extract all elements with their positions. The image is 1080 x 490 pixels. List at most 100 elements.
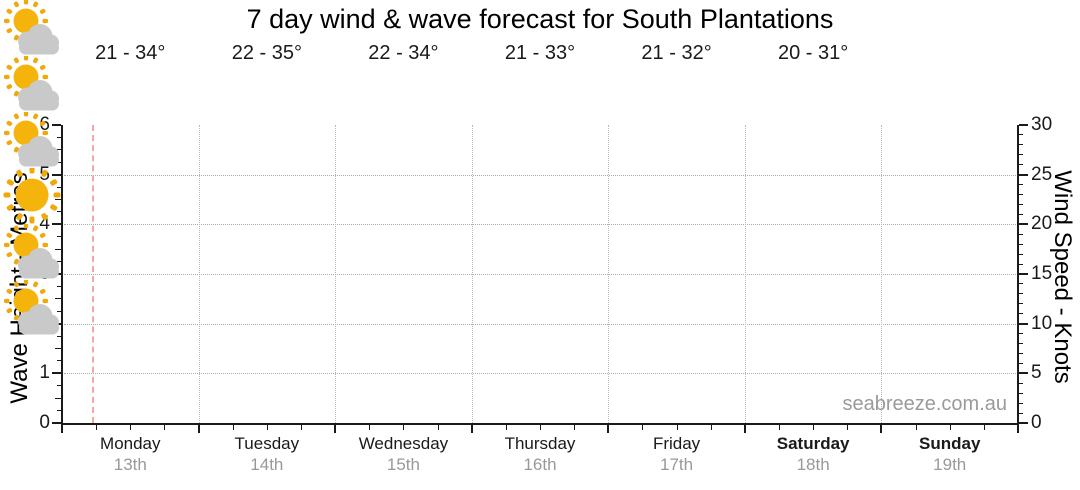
right-axis-tick	[1019, 213, 1023, 215]
sunny-icon	[3, 166, 61, 224]
gridline-horizontal	[64, 174, 1018, 176]
right-axis-tick	[1019, 422, 1028, 424]
right-axis-tick	[1019, 313, 1023, 315]
day-name-label: Thursday	[504, 434, 576, 453]
x-axis-minor-tick	[164, 425, 166, 430]
x-axis-minor-tick	[574, 425, 576, 430]
right-axis-tick-label: 30	[1031, 114, 1053, 135]
gridline-vertical	[335, 125, 337, 423]
x-axis-minor-tick	[642, 425, 644, 430]
x-axis-major-tick	[607, 425, 610, 433]
left-axis-tick	[57, 285, 61, 287]
left-axis-tick	[57, 211, 61, 213]
day-name-label: Wednesday	[358, 434, 449, 453]
day-name-label: Saturday	[776, 434, 850, 453]
gridline-vertical	[744, 125, 746, 423]
partly-cloudy-icon	[4, 55, 59, 111]
right-axis-tick	[1019, 173, 1028, 176]
weather-icon-slot	[0, 55, 64, 112]
x-axis-minor-tick	[847, 425, 849, 430]
left-axis-tick	[55, 199, 61, 200]
day-name-label: Tuesday	[234, 434, 300, 453]
right-axis-tick	[1019, 194, 1023, 196]
right-axis-tick	[1019, 203, 1023, 205]
x-axis-minor-tick	[676, 425, 678, 430]
right-axis-tick	[1019, 372, 1028, 375]
right-axis-tick	[1019, 293, 1023, 295]
x-axis-major-tick	[880, 425, 883, 433]
x-axis-minor-tick	[983, 425, 985, 430]
weather-icon-slot	[0, 166, 64, 224]
left-axis-tick	[52, 173, 61, 176]
right-axis-tick-label: 5	[1031, 362, 1042, 384]
x-axis-minor-tick	[949, 425, 951, 430]
left-axis-tick	[57, 360, 61, 362]
left-axis-tick	[52, 124, 61, 126]
right-axis-tick-label: 20	[1031, 213, 1053, 235]
partly-cloudy-icon	[4, 0, 59, 55]
left-axis-line	[61, 125, 63, 425]
right-axis-tick	[1019, 243, 1023, 245]
x-axis-major-tick	[470, 425, 473, 433]
gridline-vertical	[198, 125, 200, 423]
watermark: seabreeze.com.au	[842, 393, 1007, 415]
gridline-horizontal	[64, 323, 1018, 325]
weather-icon-slot	[0, 279, 64, 336]
day-name-label: Sunday	[919, 434, 981, 453]
right-axis-tick	[1019, 322, 1028, 325]
right-axis-tick-label: 25	[1031, 163, 1053, 185]
left-axis-tick	[57, 186, 61, 188]
right-axis-tick	[1019, 154, 1023, 156]
day-name-label: Friday	[652, 434, 701, 453]
left-axis-tick	[57, 385, 61, 387]
right-axis-tick	[1019, 223, 1028, 226]
gridline-horizontal	[64, 274, 1018, 275]
right-axis-tick	[1019, 382, 1023, 384]
now-time-marker-line	[92, 125, 95, 423]
right-axis-tick	[1019, 352, 1023, 354]
temperature-range-label: 21 - 34°	[95, 42, 166, 64]
day-date-label: 17th	[660, 455, 694, 474]
temperature-range-label: 22 - 34°	[368, 42, 439, 64]
right-axis-tick	[1019, 184, 1023, 186]
right-axis-tick	[1019, 134, 1023, 136]
right-axis-tick	[1019, 343, 1023, 345]
left-axis-tick	[57, 335, 61, 337]
partly-cloudy-icon	[4, 223, 59, 279]
weather-icon-slot	[0, 0, 64, 56]
left-axis-tick	[55, 248, 61, 250]
x-axis-major-tick	[1017, 425, 1019, 433]
left-axis-tick	[52, 223, 61, 226]
left-axis-tick	[55, 397, 61, 399]
right-axis-tick	[1019, 392, 1023, 394]
x-axis-major-tick	[197, 425, 200, 433]
gridline-vertical	[881, 125, 883, 423]
weather-icon-slot	[0, 223, 64, 280]
left-axis-tick	[57, 136, 61, 138]
left-axis-tick	[57, 410, 61, 412]
left-axis-tick	[55, 298, 61, 300]
x-axis-minor-tick	[301, 425, 302, 430]
x-axis-minor-tick	[915, 425, 917, 430]
weather-icon-slot	[0, 111, 64, 168]
right-axis-tick	[1019, 303, 1023, 305]
day-date-label: 19th	[933, 455, 967, 474]
cloud-shape	[18, 24, 59, 55]
x-axis-minor-tick	[505, 425, 507, 430]
left-axis-tick-label: 0	[39, 412, 50, 433]
temperature-range-label: 21 - 33°	[504, 42, 576, 64]
x-axis-minor-tick	[813, 425, 815, 430]
x-axis-minor-tick	[437, 425, 439, 430]
right-axis-line	[1017, 125, 1019, 425]
day-name-label: Monday	[100, 434, 161, 453]
left-axis-tick	[52, 372, 61, 375]
right-axis-tick	[1019, 233, 1023, 235]
chart-title: 7 day wind & wave forecast for South Pla…	[246, 4, 834, 34]
right-axis-tick-label: 10	[1031, 312, 1053, 334]
left-axis-tick	[52, 422, 61, 424]
x-axis-minor-tick	[96, 425, 98, 430]
right-axis-tick	[1019, 164, 1023, 166]
left-axis-tick	[55, 348, 61, 349]
temperature-range-label: 20 - 31°	[778, 42, 849, 64]
gridline-vertical	[608, 125, 610, 423]
